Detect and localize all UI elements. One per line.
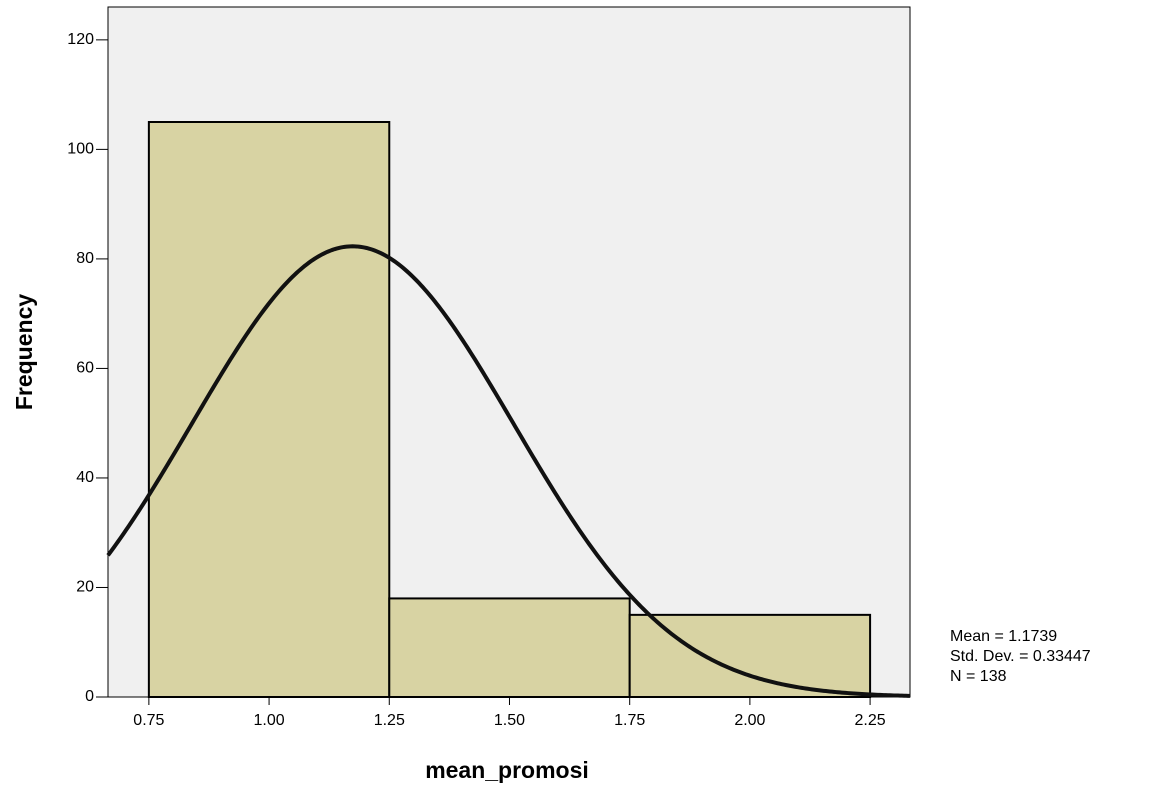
x-tick-label: 1.50 [494, 712, 525, 729]
stat-label: N = 138 [950, 668, 1007, 685]
bar [388, 597, 631, 699]
y-tick-label: 100 [67, 141, 94, 158]
x-tick-label: 2.00 [734, 712, 765, 729]
y-tick-label: 60 [76, 360, 94, 377]
x-tick-label: 1.75 [614, 712, 645, 729]
x-axis-label: mean_promosi [425, 757, 589, 783]
y-tick-label: 20 [76, 579, 94, 596]
stat-label: Mean = 1.1739 [950, 628, 1057, 645]
x-tick-label: 0.75 [133, 712, 164, 729]
bar [147, 121, 391, 698]
normal-curve [106, 244, 911, 698]
bar [628, 613, 872, 698]
y-axis-label: Frequency [11, 294, 37, 411]
x-tick-label: 2.25 [855, 712, 886, 729]
y-tick-label: 0 [85, 688, 94, 705]
x-tick-label: 1.25 [374, 712, 405, 729]
x-tick-label: 1.00 [254, 712, 285, 729]
y-tick-label: 80 [76, 250, 94, 267]
y-tick-label: 40 [76, 469, 94, 486]
y-tick-label: 120 [67, 31, 94, 48]
stat-label: Std. Dev. = 0.33447 [950, 648, 1091, 665]
